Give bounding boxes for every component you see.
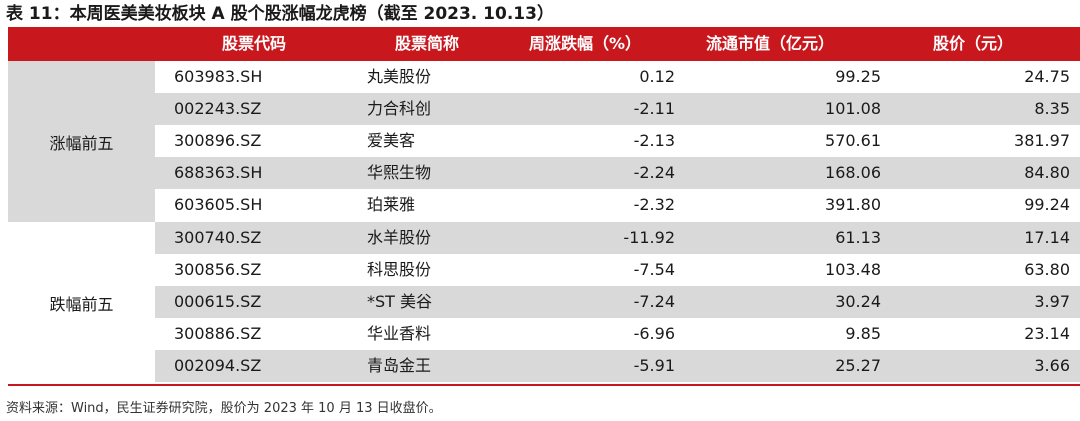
cell-name: 华熙生物 (367, 163, 432, 182)
cell-change: -5.91 (633, 356, 675, 375)
table-bottom-rule (8, 384, 1080, 386)
header-price: 股价（元） (933, 34, 1014, 53)
cell-market-cap: 9.85 (845, 324, 881, 343)
cell-name: 科思股份 (367, 260, 432, 279)
cell-market-cap: 103.48 (825, 260, 881, 279)
group-top-losers: 跌幅前五 300740.SZ 水羊股份 -11.92 61.13 17.14 3… (8, 222, 1080, 383)
cell-price: 3.66 (1034, 356, 1070, 375)
table-row: 603605.SH 珀莱雅 -2.32 391.80 99.24 (155, 189, 1080, 221)
cell-name: 力合科创 (367, 99, 432, 118)
cell-market-cap: 570.61 (825, 131, 881, 150)
cell-price: 63.80 (1024, 260, 1070, 279)
cell-market-cap: 61.13 (835, 228, 881, 247)
header-market-cap: 流通市值（亿元） (706, 34, 835, 53)
table-row: 000615.SZ *ST 美谷 -7.24 30.24 3.97 (155, 286, 1080, 318)
cell-market-cap: 30.24 (835, 292, 881, 311)
cell-change: -2.13 (633, 131, 675, 150)
header-name: 股票简称 (395, 34, 460, 53)
cell-code: 300886.SZ (174, 324, 262, 343)
cell-name: *ST 美谷 (367, 292, 433, 311)
cell-market-cap: 391.80 (825, 195, 881, 214)
table-row: 300856.SZ 科思股份 -7.54 103.48 63.80 (155, 254, 1080, 286)
table-title: 表 11：本周医美美妆板块 A 股个股涨幅龙虎榜（截至 2023. 10.13） (6, 4, 554, 24)
cell-price: 24.75 (1024, 67, 1070, 86)
cell-change: -2.32 (633, 195, 675, 214)
header-code: 股票代码 (222, 34, 287, 53)
cell-price: 99.24 (1024, 195, 1070, 214)
cell-code: 002243.SZ (174, 99, 262, 118)
cell-change: -6.96 (633, 324, 675, 343)
cell-code: 603983.SH (174, 67, 263, 86)
cell-market-cap: 101.08 (825, 99, 881, 118)
cell-name: 华业香料 (367, 324, 432, 343)
table-row: 300740.SZ 水羊股份 -11.92 61.13 17.14 (155, 222, 1080, 254)
cell-price: 84.80 (1024, 163, 1070, 182)
table-body: 涨幅前五 603983.SH 丸美股份 0.12 99.25 24.75 002… (8, 61, 1080, 383)
cell-change: -7.24 (633, 292, 675, 311)
table-row: 002243.SZ 力合科创 -2.11 101.08 8.35 (155, 93, 1080, 125)
cell-name: 爱美客 (367, 131, 416, 150)
cell-market-cap: 25.27 (835, 356, 881, 375)
cell-code: 300856.SZ (174, 260, 262, 279)
cell-code: 300896.SZ (174, 131, 262, 150)
cell-name: 珀莱雅 (367, 195, 416, 214)
group-label: 涨幅前五 (8, 61, 155, 222)
cell-change: 0.12 (639, 67, 675, 86)
cell-price: 8.35 (1034, 99, 1070, 118)
cell-name: 青岛金王 (367, 356, 432, 375)
cell-price: 3.97 (1034, 292, 1070, 311)
cell-market-cap: 99.25 (835, 67, 881, 86)
group-top-gainers: 涨幅前五 603983.SH 丸美股份 0.12 99.25 24.75 002… (8, 61, 1080, 222)
cell-price: 17.14 (1024, 228, 1070, 247)
table-row: 300896.SZ 爱美客 -2.13 570.61 381.97 (155, 125, 1080, 157)
cell-code: 000615.SZ (174, 292, 262, 311)
cell-code: 688363.SH (174, 163, 263, 182)
cell-code: 300740.SZ (174, 228, 262, 247)
table-header: 股票代码 股票简称 周涨跌幅（%） 流通市值（亿元） 股价（元） (8, 27, 1080, 61)
cell-code: 002094.SZ (174, 356, 262, 375)
cell-name: 丸美股份 (367, 67, 432, 86)
table-row: 002094.SZ 青岛金王 -5.91 25.27 3.66 (155, 350, 1080, 382)
cell-price: 23.14 (1024, 324, 1070, 343)
cell-change: -2.24 (633, 163, 675, 182)
cell-change: -7.54 (633, 260, 675, 279)
table-row: 603983.SH 丸美股份 0.12 99.25 24.75 (155, 61, 1080, 93)
cell-change: -11.92 (623, 228, 675, 247)
source-note: 资料来源：Wind，民生证券研究院，股价为 2023 年 10 月 13 日收盘… (6, 401, 442, 416)
cell-market-cap: 168.06 (825, 163, 881, 182)
group-label: 跌幅前五 (49, 294, 114, 314)
table-row: 688363.SH 华熙生物 -2.24 168.06 84.80 (155, 157, 1080, 189)
cell-price: 381.97 (1014, 131, 1070, 150)
stock-ranking-table: 股票代码 股票简称 周涨跌幅（%） 流通市值（亿元） 股价（元） 涨幅前五 60… (8, 27, 1080, 383)
cell-code: 603605.SH (174, 195, 263, 214)
header-change: 周涨跌幅（%） (529, 34, 642, 53)
cell-change: -2.11 (633, 99, 675, 118)
table-row: 300886.SZ 华业香料 -6.96 9.85 23.14 (155, 318, 1080, 350)
cell-name: 水羊股份 (367, 228, 432, 247)
